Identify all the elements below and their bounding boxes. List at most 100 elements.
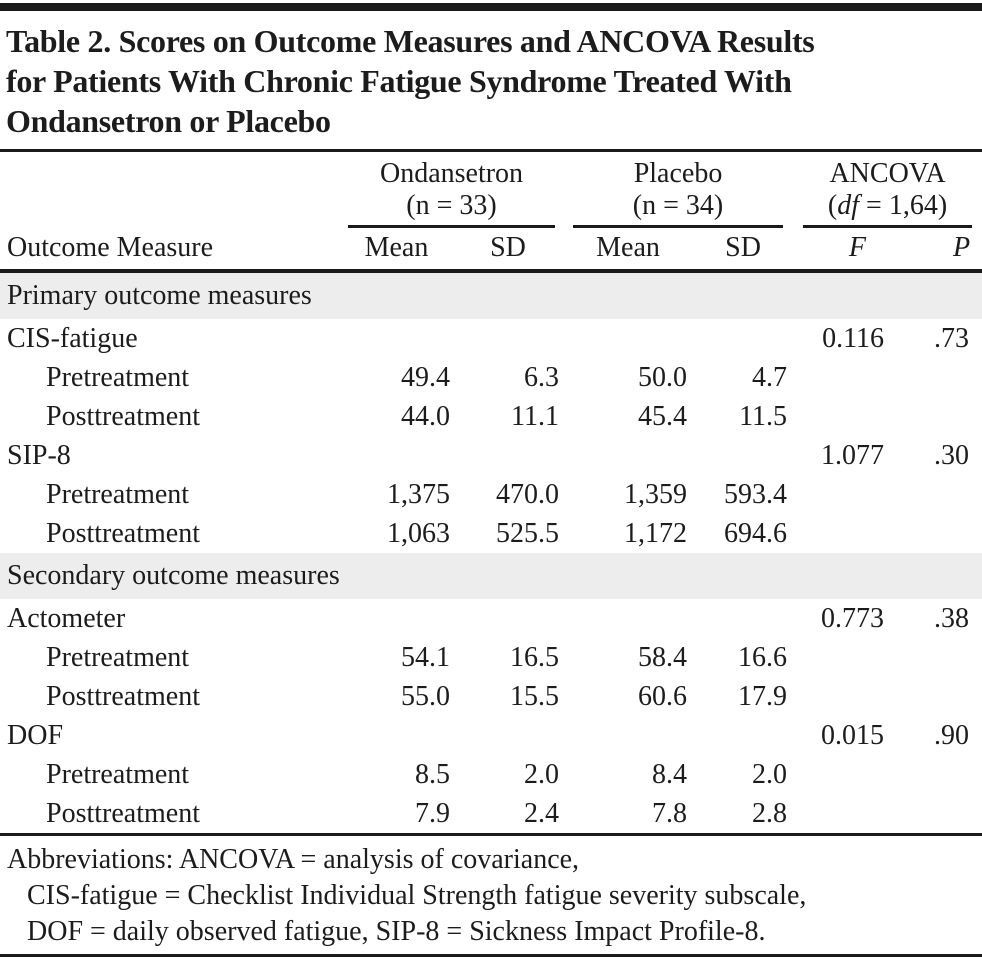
footnote-line2: CIS-fatigue = Checklist Individual Stren… (27, 880, 807, 911)
cell-ondansetron-sd (453, 436, 563, 475)
cell-ondansetron-sd: 16.5 (510, 642, 560, 673)
cell-placebo-sd (693, 436, 793, 475)
cell-placebo-sd (693, 716, 793, 755)
cell-ancova-f: 0.116 (822, 323, 885, 354)
column-header-p: P (888, 228, 982, 273)
ancova-df-italic: df (837, 190, 860, 221)
measure-row: CIS-fatigue 0.116 .73 (0, 319, 982, 358)
cell-label: Pretreatment (46, 479, 190, 510)
measure-row: DOF 0.015 .90 (0, 716, 982, 755)
column-header-row: Outcome Measure Mean SD Mean SD F P (0, 228, 982, 273)
cell-ancova-p (888, 475, 982, 514)
cell-ondansetron-mean: 49.4 (401, 362, 450, 393)
group-ondansetron-n: (n = 33) (406, 190, 497, 221)
cell-ondansetron-mean: 8.5 (415, 759, 450, 790)
cell-placebo-sd: 2.0 (752, 759, 788, 790)
cell-ondansetron-mean: 44.0 (401, 401, 450, 432)
group-header-placebo: Placebo (n = 34) (563, 152, 793, 228)
cell-label: Pretreatment (46, 642, 190, 673)
cell-ondansetron-sd: 11.1 (511, 401, 560, 432)
cell-ancova-f (793, 397, 888, 436)
cell-label: Actometer (7, 603, 126, 634)
cell-placebo-mean: 1,172 (624, 518, 688, 549)
column-header-ondansetron-sd: SD (453, 228, 564, 273)
cell-ancova-p (888, 794, 982, 833)
table-title-line3: Ondansetron or Placebo (6, 103, 331, 139)
cell-ancova-f (793, 755, 888, 794)
group-ondansetron-name: Ondansetron (379, 158, 524, 189)
treatment-row: Pretreatment 1,375 470.0 1,359 593.4 (0, 475, 982, 514)
group-placebo-name: Placebo (633, 158, 723, 189)
cell-ondansetron-mean (340, 716, 453, 755)
cell-ondansetron-sd (453, 716, 563, 755)
cell-placebo-mean: 60.6 (638, 681, 688, 712)
group-header-ondansetron: Ondansetron (n = 33) (340, 152, 563, 228)
cell-ancova-p (888, 397, 982, 436)
cell-ancova-p: .30 (934, 440, 970, 471)
section-header-row: Primary outcome measures (0, 271, 982, 319)
cell-placebo-mean: 7.8 (652, 798, 688, 829)
group-header-ancova: ANCOVA (df = 1,64) (793, 152, 982, 228)
table-title-line2: for Patients With Chronic Fatigue Syndro… (6, 63, 792, 99)
cell-ondansetron-mean (340, 599, 453, 638)
cell-ancova-p (888, 514, 982, 553)
cell-placebo-sd: 2.8 (752, 798, 788, 829)
body-footnote-divider-rule (0, 833, 982, 836)
cell-ancova-p: .73 (934, 323, 970, 354)
cell-placebo-mean: 58.4 (638, 642, 688, 673)
column-header-outcome-measure: Outcome Measure (0, 228, 340, 273)
section-header-label: Primary outcome measures (0, 271, 982, 319)
cell-placebo-mean (563, 716, 693, 755)
column-header-placebo-mean: Mean (563, 228, 694, 273)
treatment-row: Posttreatment 55.0 15.5 60.6 17.9 (0, 677, 982, 716)
cell-ancova-f: 1.077 (821, 440, 885, 471)
cell-placebo-sd: 17.9 (738, 681, 788, 712)
cell-placebo-mean: 1,359 (624, 479, 688, 510)
cell-ondansetron-mean: 55.0 (401, 681, 450, 712)
cell-placebo-sd: 593.4 (724, 479, 788, 510)
cell-label: Pretreatment (46, 362, 190, 393)
treatment-row: Posttreatment 44.0 11.1 45.4 11.5 (0, 397, 982, 436)
cell-ancova-p (888, 755, 982, 794)
measure-row: Actometer 0.773 .38 (0, 599, 982, 638)
measure-row: SIP-8 1.077 .30 (0, 436, 982, 475)
cell-ancova-p (888, 638, 982, 677)
cell-label: Posttreatment (46, 798, 200, 829)
group-ancova-df: (df = 1,64) (803, 190, 972, 222)
cell-ondansetron-sd: 470.0 (496, 479, 560, 510)
table-title-line1: Table 2. Scores on Outcome Measures and … (6, 23, 815, 59)
treatment-row: Posttreatment 7.9 2.4 7.8 2.8 (0, 794, 982, 833)
section-header-label: Secondary outcome measures (0, 553, 982, 599)
cell-ondansetron-mean: 1,063 (387, 518, 450, 549)
cell-label: Posttreatment (46, 681, 200, 712)
cell-label: SIP-8 (7, 440, 71, 471)
cell-ancova-f (793, 358, 888, 397)
ancova-results-table: Ondansetron (n = 33) Placebo (n = 34) AN… (0, 152, 982, 833)
group-ancova-name: ANCOVA (829, 158, 946, 189)
cell-label: Posttreatment (46, 518, 200, 549)
cell-ondansetron-sd (453, 319, 563, 358)
cell-placebo-sd (693, 599, 793, 638)
abbreviations-footnote: Abbreviations: ANCOVA = analysis of cova… (0, 836, 982, 950)
column-header-placebo-sd: SD (693, 228, 794, 273)
column-header-ondansetron-mean: Mean (340, 228, 453, 273)
cell-placebo-sd: 11.5 (739, 401, 788, 432)
top-rule-bar (0, 3, 982, 11)
section-header-row: Secondary outcome measures (0, 553, 982, 599)
treatment-row: Pretreatment 49.4 6.3 50.0 4.7 (0, 358, 982, 397)
cell-ancova-p (888, 358, 982, 397)
cell-ancova-f (793, 475, 888, 514)
treatment-row: Posttreatment 1,063 525.5 1,172 694.6 (0, 514, 982, 553)
cell-placebo-sd (693, 319, 793, 358)
cell-ondansetron-mean (340, 319, 453, 358)
cell-ondansetron-sd: 15.5 (510, 681, 560, 712)
footnote-line1: Abbreviations: ANCOVA = analysis of cova… (7, 844, 580, 875)
treatment-row: Pretreatment 54.1 16.5 58.4 16.6 (0, 638, 982, 677)
cell-placebo-sd: 4.7 (752, 362, 788, 393)
footnote-line3: DOF = daily observed fatigue, SIP-8 = Si… (27, 916, 766, 947)
cell-ancova-p (888, 677, 982, 716)
cell-ancova-f: 0.015 (821, 720, 885, 751)
cell-placebo-sd: 16.6 (738, 642, 788, 673)
group-header-row: Ondansetron (n = 33) Placebo (n = 34) AN… (0, 152, 982, 228)
cell-placebo-mean: 45.4 (638, 401, 688, 432)
